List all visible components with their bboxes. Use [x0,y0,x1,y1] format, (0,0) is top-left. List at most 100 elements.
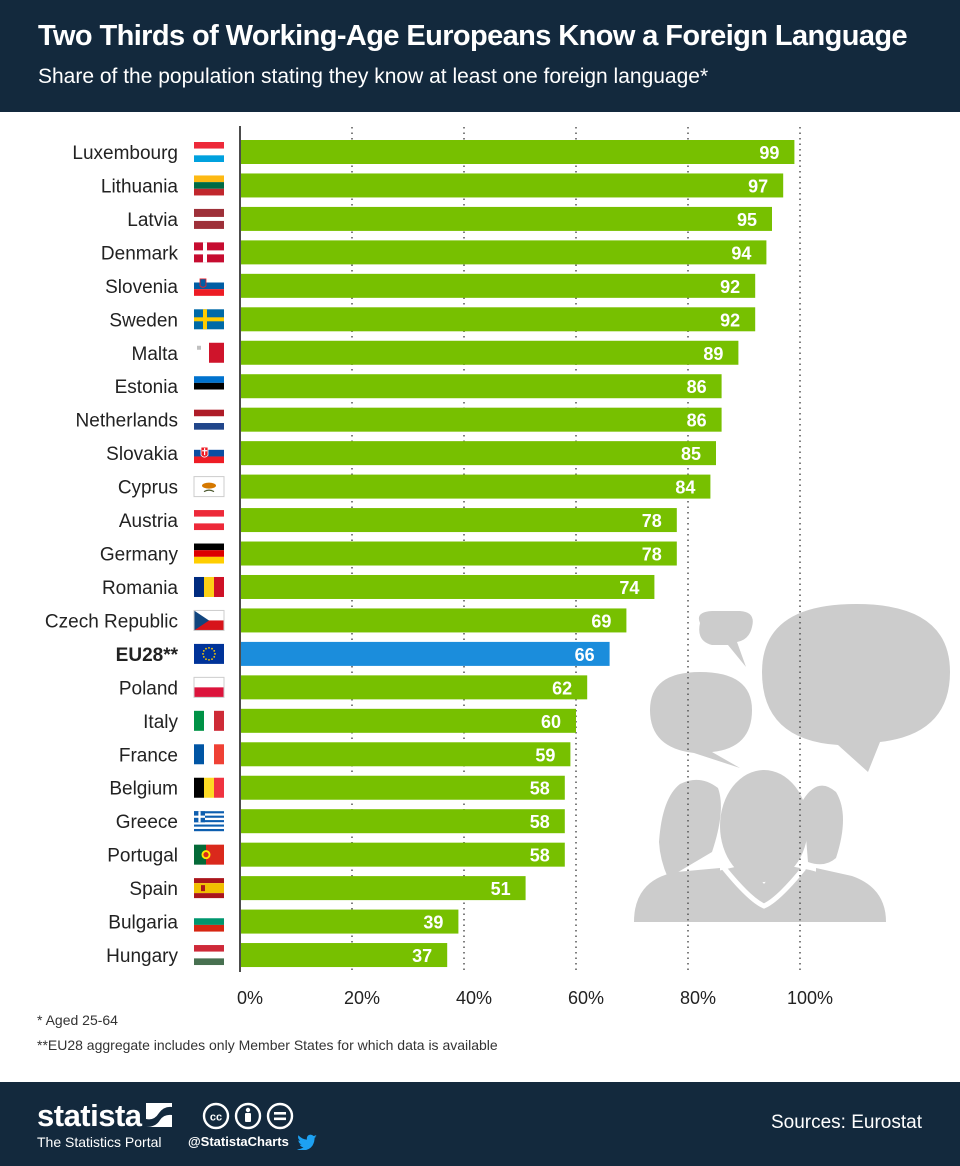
svg-text:cc: cc [210,1112,222,1124]
bar-hungary [241,943,448,968]
no-derivatives-icon [266,1102,294,1130]
value-label-sweden: 92 [720,310,740,330]
bar-latvia [241,206,772,231]
x-tick-label: 40% [456,988,492,1008]
bar-luxembourg [241,140,795,164]
bar-slovenia [241,273,756,298]
bar-romania [241,574,655,599]
value-label-malta: 89 [703,344,723,364]
value-label-latvia: 95 [737,210,757,230]
footer: statista The Statistics Portal cc @Stati… [0,1082,960,1166]
category-label-portugal: Portugal [107,846,178,867]
x-tick-label: 20% [344,988,380,1008]
creative-commons-icon: cc [202,1102,230,1130]
bar-denmark [241,240,767,265]
malta-flag-icon [194,342,224,363]
twitter-icon [297,1134,317,1150]
value-label-czech-republic: 69 [591,611,611,631]
category-label-eu28: EU28** [116,645,179,666]
category-label-greece: Greece [116,812,178,833]
bar-belgium [241,775,565,800]
slovenia-flag-icon [194,275,224,296]
footnote-eu28: **EU28 aggregate includes only Member St… [37,1037,498,1053]
value-label-cyprus: 84 [675,478,695,498]
category-label-sweden: Sweden [109,310,178,331]
category-label-luxembourg: Luxembourg [72,143,178,164]
sources: Sources: Eurostat [770,1112,922,1133]
category-label-slovakia: Slovakia [106,444,178,465]
france-flag-icon [194,744,224,765]
footnote-age: * Aged 25-64 [37,1012,118,1028]
category-label-italy: Italy [143,712,178,733]
x-tick-label: 60% [568,988,604,1008]
bar-estonia [241,374,722,399]
bar-malta [241,340,739,365]
value-label-estonia: 86 [687,377,707,397]
hungary-flag-icon [194,945,224,966]
bar-spain [241,876,526,901]
value-label-lithuania: 97 [748,176,768,196]
statista-logo-icon [146,1103,172,1127]
category-label-lithuania: Lithuania [101,176,179,197]
value-label-spain: 51 [491,879,511,899]
czech-republic-flag-icon [193,609,225,631]
bar-eu28 [241,641,610,666]
bar-germany [241,541,677,566]
value-label-belgium: 58 [530,779,550,799]
denmark-flag-icon [194,242,224,263]
value-label-hungary: 37 [412,946,432,966]
bar-lithuania [241,173,784,198]
category-label-germany: Germany [100,545,179,566]
value-label-slovakia: 85 [681,444,701,464]
category-label-cyprus: Cyprus [118,478,178,499]
chart-subtitle: Share of the population stating they kno… [38,65,709,88]
value-label-poland: 62 [552,678,572,698]
value-label-netherlands: 86 [687,411,707,431]
portugal-flag-icon [194,844,224,865]
bar-chart: 0% 20% 40% 60% 80% 100% Luxembourg 99 Lithuania 9… [45,126,950,1008]
category-label-czech-republic: Czech Republic [45,611,178,632]
romania-flag-icon [194,576,224,597]
category-label-france: France [119,745,178,766]
sweden-flag-icon [194,309,224,330]
value-label-austria: 78 [642,511,662,531]
bar-czech-republic [241,608,627,633]
category-label-malta: Malta [132,344,179,365]
x-tick-label: 80% [680,988,716,1008]
austria-flag-icon [194,510,224,531]
bar-france [241,742,571,767]
value-label-italy: 60 [541,712,561,732]
luxembourg-flag-icon [194,142,224,162]
cyprus-flag-icon [193,476,225,498]
netherlands-flag-icon [194,409,224,430]
bar-sweden [241,307,756,332]
category-label-estonia: Estonia [115,377,179,398]
bar-netherlands [241,407,722,432]
category-label-belgium: Belgium [109,779,178,800]
bar-italy [241,708,576,733]
estonia-flag-icon [194,376,224,397]
category-label-romania: Romania [102,578,178,599]
bulgaria-flag-icon [194,911,224,932]
spain-flag-icon [194,878,224,899]
bar-greece [241,809,565,834]
category-label-bulgaria: Bulgaria [108,913,178,934]
category-label-hungary: Hungary [106,946,178,967]
brand-name: statista [37,1098,142,1133]
germany-flag-icon [194,543,224,564]
category-label-spain: Spain [129,879,178,900]
license-icons: cc [202,1102,294,1130]
category-label-latvia: Latvia [127,210,178,231]
category-label-denmark: Denmark [101,243,179,264]
bar-slovakia [241,441,716,466]
category-label-slovenia: Slovenia [105,277,178,298]
category-label-netherlands: Netherlands [76,411,178,432]
value-label-luxembourg: 99 [759,143,779,163]
value-label-portugal: 58 [530,846,550,866]
bar-bulgaria [241,909,459,934]
twitter-handle: @StatistaCharts [188,1134,289,1149]
eu-flag-icon [194,643,224,664]
value-label-germany: 78 [642,545,662,565]
bar-austria [241,508,677,533]
value-label-france: 59 [535,745,555,765]
